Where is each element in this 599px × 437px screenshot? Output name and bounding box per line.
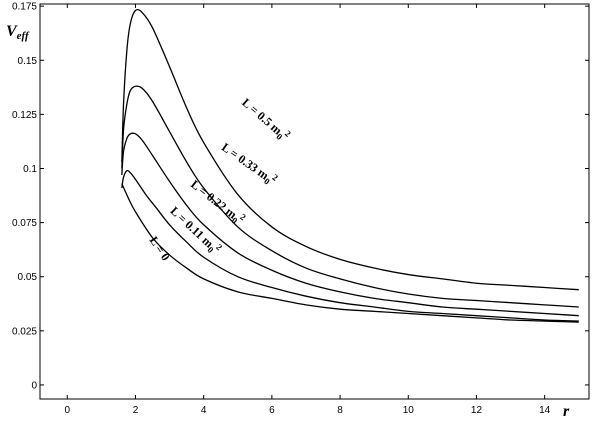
y-axis-title-main: V xyxy=(6,23,18,40)
x-tick-label: 0 xyxy=(64,405,70,416)
curve-4 xyxy=(121,8,579,291)
curve-label-superscript: 2 xyxy=(238,212,248,223)
x-tick-label: 4 xyxy=(201,405,207,416)
curve-label-subscript: 0 xyxy=(274,131,284,142)
curve-2 xyxy=(121,132,579,317)
y-tick-label: 0.15 xyxy=(18,56,38,67)
curve-label-subscript: 0 xyxy=(230,215,240,226)
x-tick-label: 12 xyxy=(471,405,483,416)
curve-label-subscript: 0 xyxy=(262,176,272,187)
curve-1 xyxy=(121,169,579,322)
curve-3 xyxy=(121,85,579,308)
curve-0 xyxy=(121,183,579,323)
y-tick-label: 0.05 xyxy=(18,272,38,283)
y-tick-label: 0.175 xyxy=(12,2,37,13)
y-tick-label: 0 xyxy=(31,380,37,391)
curve-label-superscript: 2 xyxy=(283,128,293,139)
y-axis-title: Veff xyxy=(6,23,30,42)
curve-label-superscript: 2 xyxy=(214,242,224,253)
y-tick-label: 0.125 xyxy=(12,110,37,121)
curve-label-subscript: 0 xyxy=(205,245,215,256)
x-tick-label: 2 xyxy=(133,405,139,416)
y-tick-label: 0.1 xyxy=(23,164,37,175)
x-tick-label: 10 xyxy=(403,405,415,416)
y-tick-label: 0.025 xyxy=(12,326,37,337)
curve-label-superscript: 2 xyxy=(270,172,280,183)
x-tick-label: 8 xyxy=(337,405,343,416)
y-axis-ticks: 0 0.025 0.05 0.075 0.1 0.125 0.15 0.175 xyxy=(12,2,589,391)
curves-group xyxy=(121,8,579,323)
x-axis-title: r xyxy=(563,403,570,420)
y-tick-label: 0.075 xyxy=(12,218,37,229)
x-axis-ticks: 0 2 4 6 8 10 12 14 xyxy=(64,4,551,416)
x-tick-label: 14 xyxy=(539,405,551,416)
plot-frame xyxy=(39,3,590,400)
y-axis-title-sub: eff xyxy=(17,30,30,42)
x-tick-label: 6 xyxy=(269,405,275,416)
